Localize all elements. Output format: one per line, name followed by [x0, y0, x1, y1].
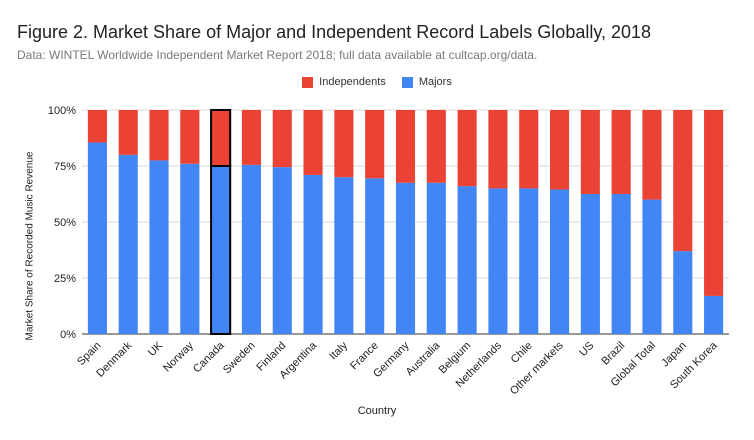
x-tick-label: Sweden — [221, 340, 258, 377]
bar-majors — [87, 142, 107, 334]
bar-independents — [334, 110, 354, 178]
x-axis-label: Country — [357, 405, 397, 417]
bar-independents — [303, 110, 323, 175]
bar-majors — [642, 199, 662, 334]
x-tick-label: Norway — [161, 339, 196, 374]
y-tick-label: 25% — [54, 273, 76, 285]
x-tick-label: Chile — [509, 340, 535, 366]
bar-independents — [673, 110, 693, 252]
legend-label-majors: Majors — [418, 76, 452, 88]
bar-independents — [365, 110, 385, 179]
legend: Independents Majors — [0, 76, 754, 88]
legend-item-majors: Majors — [401, 76, 452, 88]
bar-independents — [210, 109, 232, 167]
bar-independents — [642, 110, 662, 200]
x-tick-label: Italy — [327, 339, 350, 362]
x-tick-label: Japan — [659, 340, 689, 370]
legend-swatch-majors — [401, 76, 413, 88]
bar-independents — [549, 110, 570, 190]
bar-independents — [180, 110, 200, 164]
bar-independents — [519, 110, 539, 189]
bar-independents — [704, 110, 724, 296]
bar-majors — [210, 165, 232, 335]
bar-independents — [149, 110, 169, 161]
bar-majors — [180, 163, 200, 334]
bar-majors — [611, 194, 631, 334]
bar-majors — [241, 164, 262, 334]
x-tick-label: Spain — [75, 340, 103, 368]
bar-majors — [426, 182, 446, 334]
bar-independents — [580, 110, 600, 194]
chart-subtitle: Data: WINTEL Worldwide Independent Marke… — [17, 48, 538, 62]
bar-majors — [365, 178, 385, 334]
bar-independents — [457, 110, 477, 187]
bar-independents — [272, 110, 292, 168]
bar-majors — [149, 160, 169, 334]
chart-title: Figure 2. Market Share of Major and Inde… — [17, 22, 652, 42]
bar-majors — [272, 167, 292, 334]
x-tick-label: UK — [146, 339, 166, 359]
x-tick-label: Brazil — [599, 340, 627, 368]
bar-majors — [457, 186, 477, 334]
y-tick-label: 50% — [54, 217, 76, 229]
x-tick-label: US — [577, 340, 596, 359]
bar-independents — [118, 110, 138, 155]
legend-label-independents: Independents — [319, 76, 386, 88]
legend-swatch-independents — [302, 76, 314, 88]
bar-majors — [704, 295, 724, 334]
bar-majors — [488, 188, 508, 334]
y-tick-label: 0% — [60, 329, 76, 341]
bar-independents — [241, 110, 262, 165]
bar-majors — [334, 177, 354, 334]
bar-majors — [549, 189, 570, 334]
bar-independents — [426, 110, 446, 183]
x-tick-label: Australia — [404, 339, 443, 378]
bar-majors — [580, 194, 600, 334]
bar-independents — [87, 110, 107, 143]
legend-item-independents: Independents — [302, 76, 386, 88]
bar-majors — [519, 188, 539, 334]
bar-majors — [395, 182, 416, 334]
bar-majors — [118, 154, 138, 334]
bar-majors — [673, 251, 693, 334]
bar-majors — [303, 174, 323, 334]
bar-independents — [488, 110, 508, 189]
y-tick-label: 75% — [54, 161, 76, 173]
bar-independents — [395, 110, 416, 183]
y-tick-label: 100% — [48, 105, 76, 117]
bar-independents — [611, 110, 631, 194]
